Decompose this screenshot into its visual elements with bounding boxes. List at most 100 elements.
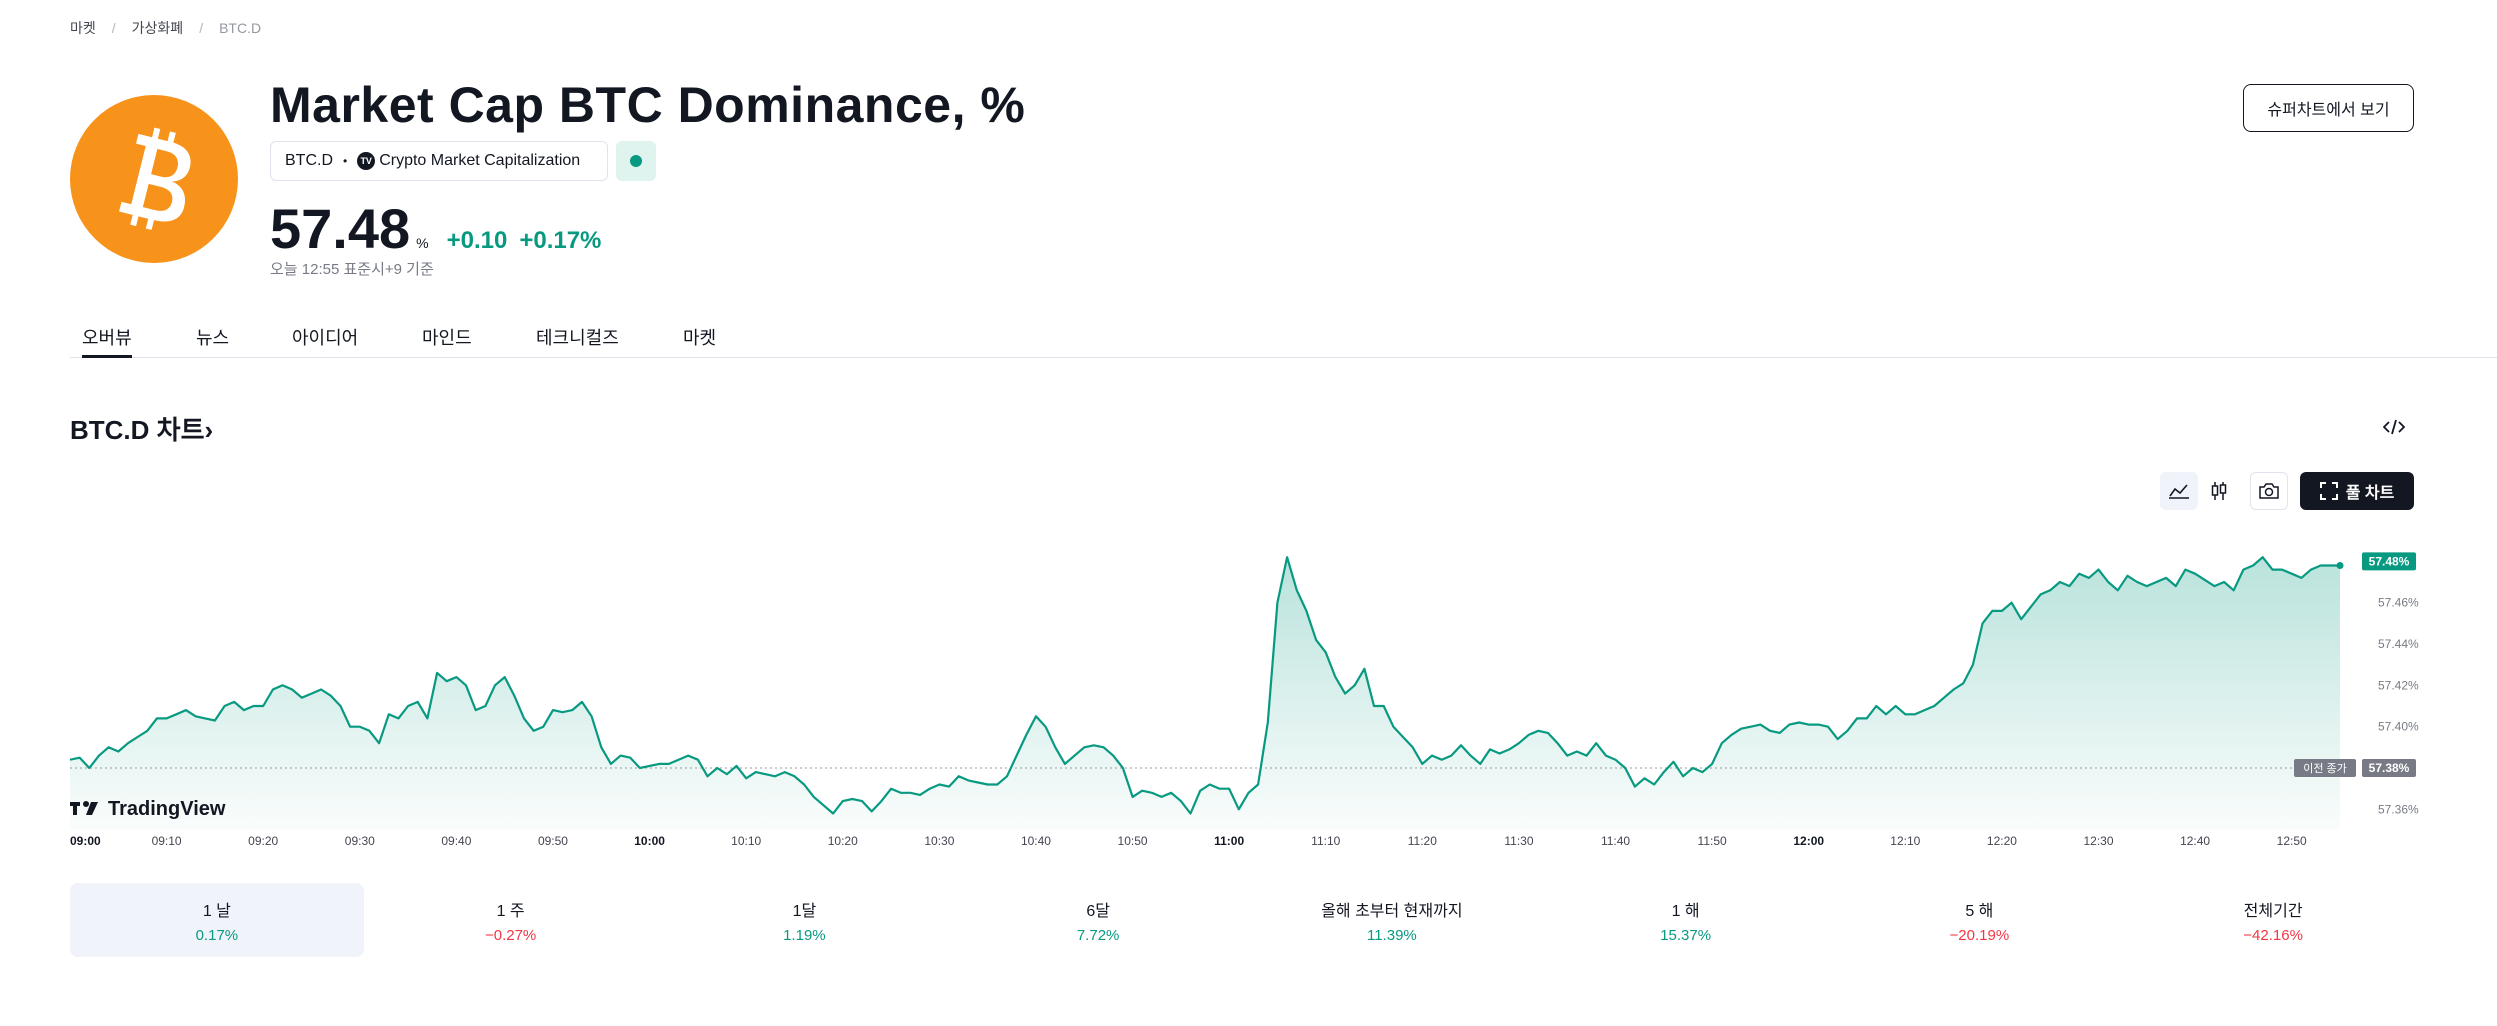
period-button[interactable]: 5 해 −20.19%	[1833, 883, 2127, 957]
status-dot-icon	[630, 155, 642, 167]
breadcrumb-separator: /	[199, 20, 204, 36]
symbol-pill[interactable]: BTC.D • TV Crypto Market Capitalization	[270, 141, 608, 181]
price-change-percent: +0.17%	[519, 227, 602, 254]
separator-dot: •	[343, 154, 348, 168]
y-tick-label: 57.46%	[2378, 596, 2419, 610]
period-button[interactable]: 1달 1.19%	[658, 883, 952, 957]
period-button[interactable]: 올해 초부터 현재까지 11.39%	[1245, 883, 1539, 957]
breadcrumb-link-markets[interactable]: 마켓	[70, 20, 96, 36]
breadcrumb-separator: /	[111, 20, 116, 36]
candle-chart-toggle[interactable]	[2200, 472, 2238, 510]
x-tick-label: 12:10	[1890, 834, 1920, 848]
last-point-marker	[2336, 561, 2344, 569]
full-chart-label: 풀 차트	[2345, 485, 2395, 502]
x-tick-label: 09:00	[70, 834, 101, 848]
period-label: 1 주	[496, 902, 525, 920]
period-label: 올해 초부터 현재까지	[1321, 902, 1463, 920]
full-chart-button[interactable]: 풀 차트	[2300, 472, 2414, 510]
x-tick-label: 12:50	[2277, 834, 2307, 848]
bitcoin-logo	[70, 95, 238, 263]
chevron-right-icon: ›	[204, 415, 214, 445]
x-tick-label: 12:40	[2180, 834, 2210, 848]
breadcrumb-current: BTC.D	[219, 20, 262, 36]
period-label: 전체기간	[2243, 902, 2303, 920]
tab-markets[interactable]: 마켓	[683, 328, 717, 348]
tab-minds[interactable]: 마인드	[422, 328, 472, 348]
tab-technicals[interactable]: 테크니컬즈	[536, 328, 619, 348]
x-tick-label: 09:20	[248, 834, 278, 848]
previous-close-tag	[2294, 759, 2356, 777]
symbol-ticker: BTC.D	[285, 152, 333, 169]
period-change: −42.16%	[2243, 926, 2303, 944]
period-label: 6달	[1086, 902, 1110, 920]
period-change: −20.19%	[1949, 926, 2010, 944]
price-row: 57.48 % +0.10 +0.17%	[270, 196, 601, 261]
price-unit: %	[416, 235, 429, 251]
market-status-indicator[interactable]	[616, 141, 656, 181]
current-price: 57.48	[270, 197, 411, 260]
area-fill	[70, 557, 2340, 830]
tradingview-badge-icon: TV	[357, 152, 376, 170]
period-change: 11.39%	[1366, 926, 1417, 944]
period-label: 1 날	[202, 902, 231, 920]
period-button[interactable]: 1 날 0.17%	[70, 883, 364, 957]
embed-code-icon[interactable]	[2380, 416, 2408, 438]
previous-close-value: 57.38%	[2369, 761, 2410, 775]
candlestick-icon	[2211, 482, 2227, 500]
x-tick-label: 10:30	[924, 834, 954, 848]
area-chart-icon	[2169, 484, 2189, 499]
x-tick-label: 10:50	[1118, 834, 1148, 848]
x-tick-label: 11:50	[1698, 834, 1727, 848]
x-tick-label: 11:20	[1408, 834, 1437, 848]
previous-close-badge	[2362, 759, 2416, 777]
symbol-source: Crypto Market Capitalization	[379, 152, 581, 169]
breadcrumb-link-crypto[interactable]: 가상화폐	[131, 20, 184, 36]
last-price-badge	[2362, 552, 2416, 571]
period-change: 7.72%	[1076, 926, 1120, 944]
page-title: Market Cap BTC Dominance, %	[270, 77, 1026, 133]
price-chart[interactable]: 57.46% 57.44% 57.42% 57.40% 57.36% 57.48% 이전 종…	[70, 520, 2420, 860]
tab-ideas[interactable]: 아이디어	[292, 328, 359, 348]
snapshot-button[interactable]	[2250, 472, 2288, 510]
period-label: 5 해	[1965, 902, 1994, 920]
previous-close-tag-label: 이전 종가	[2303, 762, 2347, 775]
x-tick-label: 11:40	[1601, 834, 1630, 848]
tab-news[interactable]: 뉴스	[196, 328, 230, 348]
area-chart-toggle[interactable]	[2160, 472, 2198, 510]
x-tick-label: 11:10	[1311, 834, 1340, 848]
series-line	[70, 556, 2340, 815]
price-change: +0.10	[446, 227, 508, 254]
fullscreen-icon	[2319, 482, 2338, 500]
y-tick-label: 57.36%	[2378, 802, 2419, 816]
x-tick-label: 11:00	[1214, 834, 1244, 848]
watermark-text: TradingView	[108, 798, 226, 820]
x-tick-label: 11:30	[1504, 834, 1533, 848]
y-tick-label: 57.42%	[2378, 678, 2419, 692]
period-change: 0.17%	[195, 926, 239, 944]
period-button[interactable]: 6달 7.72%	[951, 883, 1245, 957]
tradingview-watermark: TradingView	[70, 798, 226, 820]
x-tick-label: 10:00	[634, 834, 665, 848]
period-label: 1달	[792, 902, 817, 920]
period-button[interactable]: 1 주 −0.27%	[364, 883, 658, 957]
x-tick-label: 09:10	[152, 834, 182, 848]
x-tick-label: 10:20	[828, 834, 858, 848]
chart-section-title[interactable]: BTC.D 차트›	[70, 410, 213, 447]
x-tick-label: 09:30	[345, 834, 375, 848]
x-tick-label: 09:40	[441, 834, 471, 848]
price-timestamp: 오늘 12:55 표준시+9 기준	[270, 261, 434, 278]
x-tick-label: 12:00	[1793, 834, 1824, 848]
chart-title-text: BTC.D 차트	[70, 415, 205, 445]
x-tick-label: 09:50	[538, 834, 568, 848]
period-button[interactable]: 전체기간 −42.16%	[2126, 883, 2420, 957]
y-tick-label: 57.44%	[2378, 637, 2419, 651]
view-in-supercharts-button[interactable]: 슈퍼차트에서 보기	[2243, 84, 2414, 132]
period-button[interactable]: 1 해 15.37%	[1539, 883, 1833, 957]
breadcrumb: 마켓 / 가상화폐 / BTC.D	[70, 18, 261, 38]
x-tick-label: 12:30	[2083, 834, 2113, 848]
period-label: 1 해	[1671, 902, 1700, 920]
tab-overview[interactable]: 오버뷰	[82, 324, 132, 358]
performance-periods: 1 날 0.17% 1 주 −0.27% 1달 1.19% 6달 7.72% 올해 초부터 현재…	[70, 883, 2420, 957]
tab-bar: 오버뷰 뉴스 아이디어 마인드 테크니컬즈 마켓	[70, 320, 2497, 358]
last-price-label: 57.48%	[2369, 554, 2410, 568]
